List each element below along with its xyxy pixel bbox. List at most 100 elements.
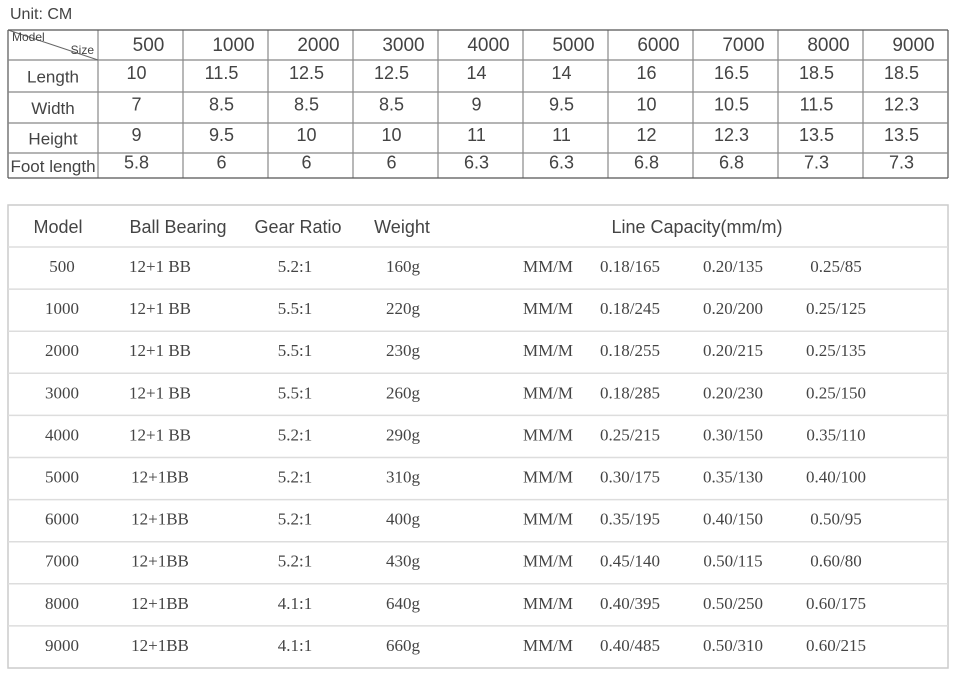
size-value: 14 [466, 63, 486, 83]
spec-value: MM/M [523, 594, 573, 613]
size-value: 6.3 [464, 152, 489, 172]
spec-value: MM/M [523, 257, 573, 276]
size-value: 9.5 [549, 94, 574, 114]
size-value: 12 [636, 125, 656, 145]
spec-value: MM/M [523, 510, 573, 529]
column-header: Ball Bearing [129, 217, 226, 237]
spec-value: 0.35/110 [806, 425, 865, 444]
spec-value: 0.40/485 [600, 636, 660, 655]
spec-value: 0.40/100 [806, 467, 866, 486]
spec-value: 12+1BB [131, 594, 189, 613]
size-value: 9.5 [209, 125, 234, 145]
size-value: 12.5 [289, 63, 324, 83]
model-header: 3000 [382, 35, 424, 56]
spec-value: 12+1BB [131, 552, 189, 571]
spec-value: 4.1:1 [278, 594, 312, 613]
corner-col-label: Size [71, 43, 95, 57]
spec-value: 0.60/80 [810, 552, 861, 571]
spec-value: 0.35/195 [600, 510, 660, 529]
spec-value: 0.18/285 [600, 383, 660, 402]
spec-value: 310g [386, 467, 421, 486]
size-value: 18.5 [884, 63, 919, 83]
spec-value: 12+1BB [131, 510, 189, 529]
spec-value: 0.30/175 [600, 467, 660, 486]
spec-value: 12+1 BB [129, 299, 191, 318]
spec-value: MM/M [523, 425, 573, 444]
size-value: 9 [471, 94, 481, 114]
spec-value: 5.5:1 [278, 383, 312, 402]
size-value: 10.5 [714, 94, 749, 114]
spec-value: MM/M [523, 383, 573, 402]
model-header: 1000 [212, 35, 254, 56]
spec-value: 12+1 BB [129, 425, 191, 444]
spec-value: 0.20/215 [703, 341, 763, 360]
size-value: 6 [301, 152, 311, 172]
size-value: 7.3 [804, 152, 829, 172]
spec-value: 5.2:1 [278, 467, 312, 486]
spec-value: 5.5:1 [278, 341, 312, 360]
size-value: 9 [131, 125, 141, 145]
size-value: 8.5 [294, 94, 319, 114]
size-value: 12.5 [374, 63, 409, 83]
spec-value: 230g [386, 341, 421, 360]
model-header: 8000 [807, 35, 849, 56]
spec-value: 5.2:1 [278, 510, 312, 529]
spec-value: 0.18/165 [600, 257, 660, 276]
spec-value: 0.25/85 [810, 257, 861, 276]
size-value: 6.8 [634, 152, 659, 172]
size-value: 14 [551, 63, 571, 83]
size-value: 11.5 [800, 94, 834, 114]
model-header: 4000 [467, 35, 509, 56]
model: 4000 [45, 425, 79, 444]
spec-value: 0.25/150 [806, 383, 866, 402]
size-value: 11 [467, 125, 486, 145]
spec-value: 0.50/310 [703, 636, 763, 655]
spec-value: 0.30/150 [703, 425, 763, 444]
spec-value: 220g [386, 299, 421, 318]
model-header: 2000 [297, 35, 339, 56]
model-header: 500 [133, 35, 165, 56]
size-value: 6 [386, 152, 396, 172]
spec-value: 4.1:1 [278, 636, 312, 655]
model: 500 [49, 257, 75, 276]
spec-value: 0.35/130 [703, 467, 763, 486]
column-header: Line Capacity(mm/m) [611, 217, 782, 237]
model: 8000 [45, 594, 79, 613]
size-value: 6.8 [719, 152, 744, 172]
model-header: 5000 [552, 35, 594, 56]
size-value: 10 [381, 125, 401, 145]
size-value: 10 [636, 94, 656, 114]
spec-value: 0.20/200 [703, 299, 763, 318]
size-value: 18.5 [799, 63, 834, 83]
model: 5000 [45, 467, 79, 486]
size-value: 10 [126, 63, 146, 83]
row-label: Length [27, 67, 79, 86]
spec-value: 640g [386, 594, 421, 613]
spec-value: 12+1BB [131, 467, 189, 486]
spec-value: 0.40/395 [600, 594, 660, 613]
size-value: 12.3 [884, 94, 919, 114]
size-value: 16 [636, 63, 656, 83]
column-header: Model [33, 217, 82, 237]
size-value: 13.5 [884, 125, 919, 145]
size-value: 7.3 [889, 152, 914, 172]
spec-value: 0.25/215 [600, 425, 660, 444]
spec-value: 0.50/115 [703, 552, 762, 571]
size-value: 6 [216, 152, 226, 172]
spec-value: 0.50/95 [810, 510, 861, 529]
unit-label: Unit: CM [10, 6, 72, 23]
column-header: Gear Ratio [254, 217, 341, 237]
spec-value: MM/M [523, 341, 573, 360]
size-value: 10 [296, 125, 316, 145]
model: 2000 [45, 341, 79, 360]
spec-value: 160g [386, 257, 421, 276]
spec-value: 400g [386, 510, 421, 529]
spec-value: 5.2:1 [278, 552, 312, 571]
spec-value: 0.20/230 [703, 383, 763, 402]
spec-value: 0.25/125 [806, 299, 866, 318]
size-value: 11.5 [205, 63, 239, 83]
size-value: 12.3 [714, 125, 749, 145]
model-header: 7000 [722, 35, 764, 56]
model: 6000 [45, 510, 79, 529]
